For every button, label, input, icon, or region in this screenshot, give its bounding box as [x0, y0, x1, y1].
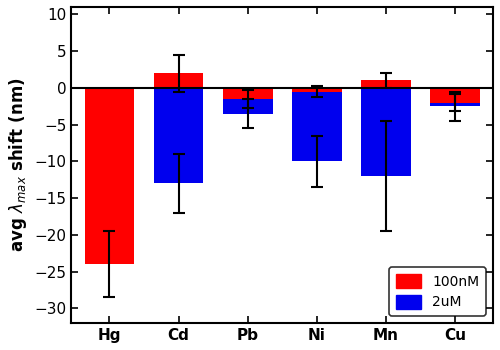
Bar [292, 88, 342, 161]
Legend: 100nM, 2uM: 100nM, 2uM [389, 267, 486, 316]
Y-axis label: avg $\lambda_{max}$ shift (nm): avg $\lambda_{max}$ shift (nm) [7, 78, 29, 252]
Bar [223, 88, 272, 114]
Bar [154, 73, 204, 88]
Bar [430, 88, 480, 103]
Bar [84, 88, 134, 264]
Bar [154, 88, 204, 183]
Bar [361, 88, 411, 176]
Bar [223, 88, 272, 99]
Bar [361, 80, 411, 88]
Bar [292, 88, 342, 91]
Bar [430, 88, 480, 106]
